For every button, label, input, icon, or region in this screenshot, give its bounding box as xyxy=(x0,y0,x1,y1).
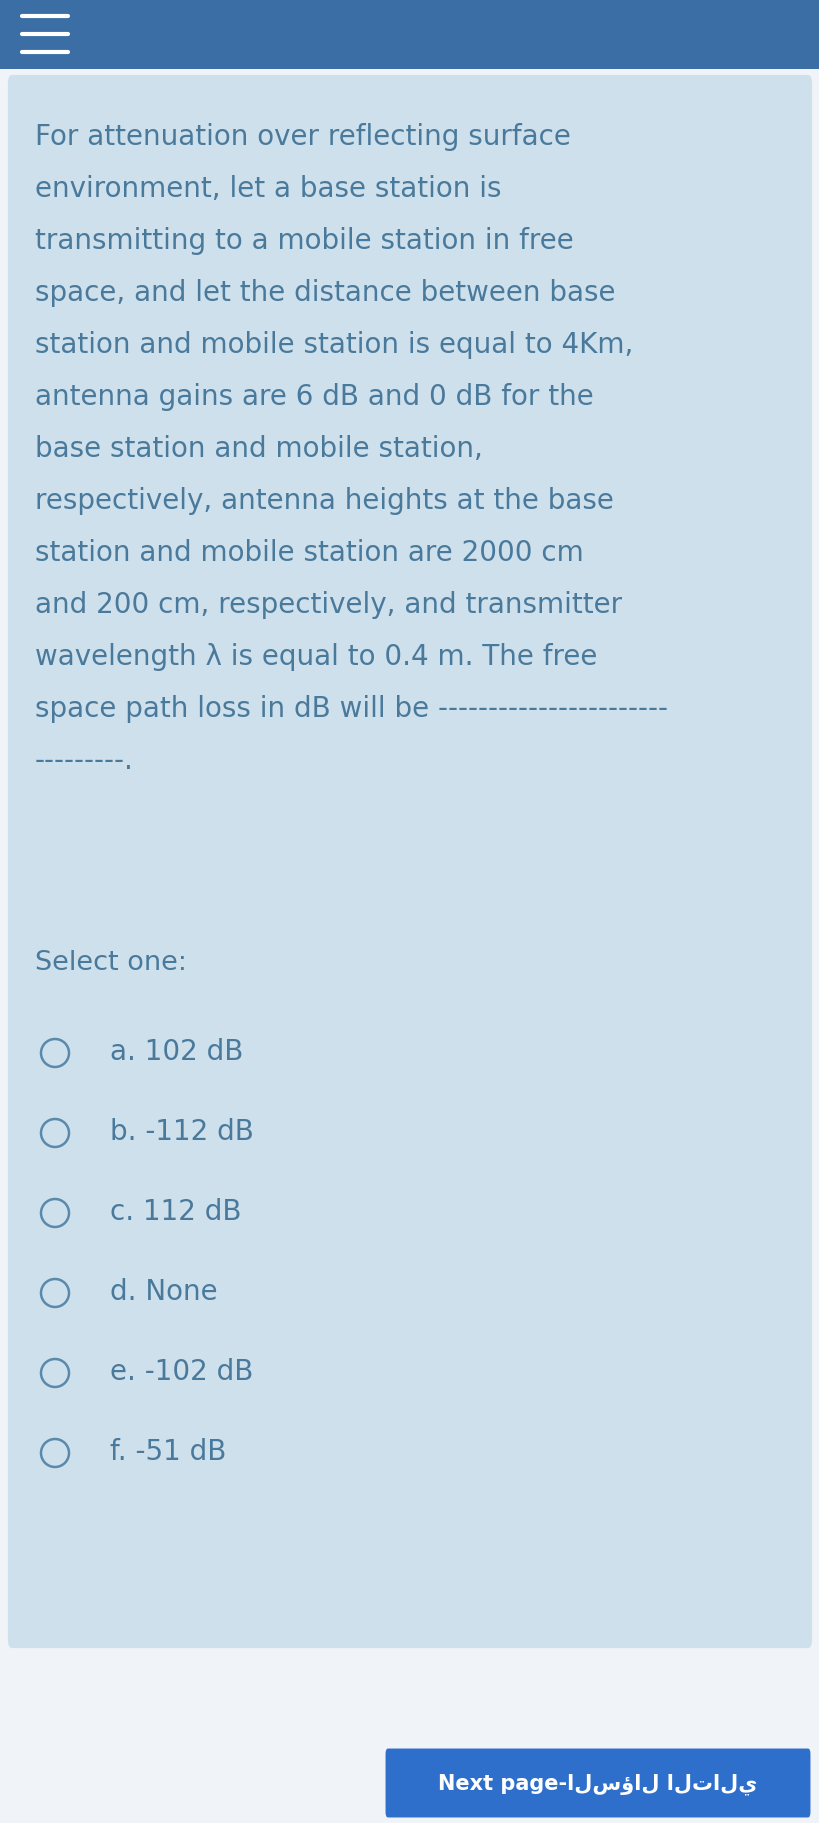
Text: respectively, antenna heights at the base: respectively, antenna heights at the bas… xyxy=(35,487,613,514)
FancyBboxPatch shape xyxy=(0,0,819,69)
Text: d. None: d. None xyxy=(110,1278,217,1305)
FancyBboxPatch shape xyxy=(385,1748,809,1818)
Text: and 200 cm, respectively, and transmitter: and 200 cm, respectively, and transmitte… xyxy=(35,591,622,618)
Text: station and mobile station are 2000 cm: station and mobile station are 2000 cm xyxy=(35,540,583,567)
FancyBboxPatch shape xyxy=(8,77,811,1648)
Text: antenna gains are 6 dB and 0 dB for the: antenna gains are 6 dB and 0 dB for the xyxy=(35,383,593,410)
Text: environment, let a base station is: environment, let a base station is xyxy=(35,175,501,202)
Text: base station and mobile station,: base station and mobile station, xyxy=(35,434,482,463)
Text: Next page-السؤال التالي: Next page-السؤال التالي xyxy=(438,1772,757,1794)
Text: b. -112 dB: b. -112 dB xyxy=(110,1117,254,1145)
Text: c. 112 dB: c. 112 dB xyxy=(110,1198,242,1225)
Text: e. -102 dB: e. -102 dB xyxy=(110,1358,253,1385)
Text: transmitting to a mobile station in free: transmitting to a mobile station in free xyxy=(35,226,573,255)
Text: Select one:: Select one: xyxy=(35,950,187,975)
Text: station and mobile station is equal to 4Km,: station and mobile station is equal to 4… xyxy=(35,330,632,359)
Text: ---------.: ---------. xyxy=(35,747,133,775)
Text: space path loss in dB will be -----------------------: space path loss in dB will be ----------… xyxy=(35,695,667,722)
Text: space, and let the distance between base: space, and let the distance between base xyxy=(35,279,615,306)
Text: a. 102 dB: a. 102 dB xyxy=(110,1037,243,1066)
Text: f. -51 dB: f. -51 dB xyxy=(110,1437,226,1466)
Text: For attenuation over reflecting surface: For attenuation over reflecting surface xyxy=(35,122,570,151)
Text: wavelength λ is equal to 0.4 m. The free: wavelength λ is equal to 0.4 m. The free xyxy=(35,644,597,671)
